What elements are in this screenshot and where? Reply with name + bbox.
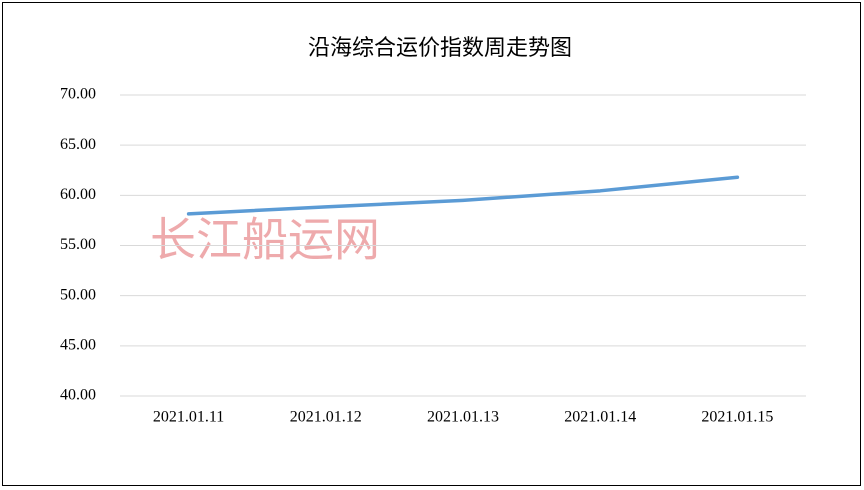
- y-tick-label: 40.00: [60, 387, 96, 404]
- x-tick-label: 2021.01.12: [290, 409, 362, 426]
- x-tick-label: 2021.01.14: [564, 409, 636, 426]
- y-tick-label: 45.00: [60, 337, 96, 354]
- line: [186, 175, 740, 216]
- watermark: 长江船运网: [150, 215, 380, 266]
- x-tick-label: 2021.01.13: [427, 409, 499, 426]
- x-tick-label: 2021.01.11: [153, 409, 224, 426]
- y-tick-label: 50.00: [60, 286, 96, 303]
- x-tick-label: 2021.01.15: [701, 409, 773, 426]
- y-tick-label: 65.00: [60, 136, 96, 153]
- chart-title: 沿海综合运价指数周走势图: [308, 35, 572, 60]
- y-tick-label: 70.00: [60, 86, 96, 103]
- y-tick-label: 60.00: [60, 186, 96, 203]
- y-tick-label: 55.00: [60, 236, 96, 253]
